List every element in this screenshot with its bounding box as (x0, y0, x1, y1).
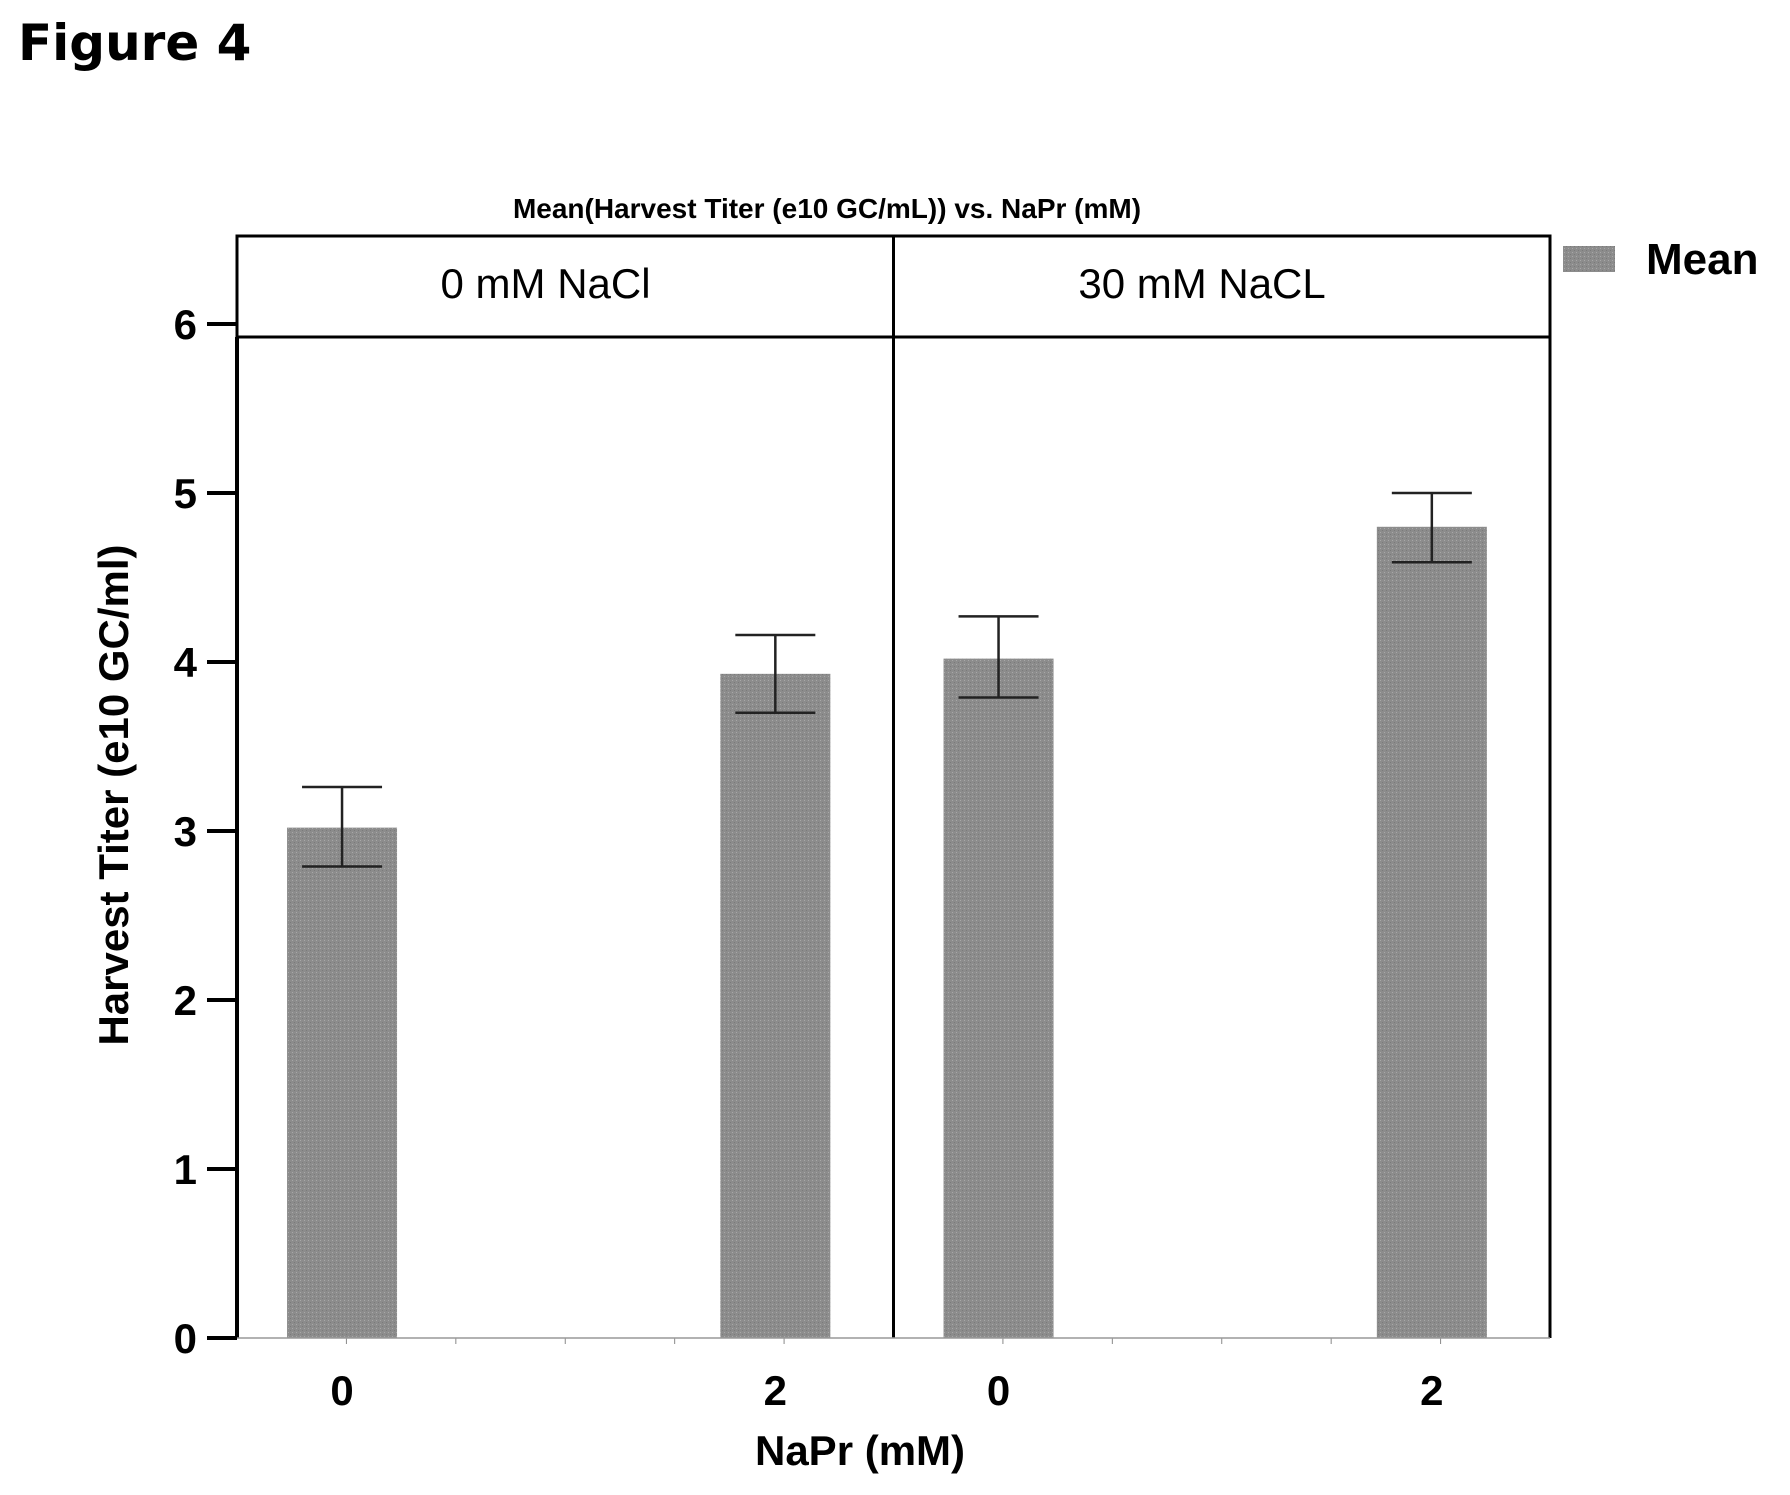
x-tick-label: 0 (987, 1367, 1010, 1414)
bar (1376, 526, 1487, 1338)
y-tick-label: 1 (174, 1146, 197, 1193)
figure-label: Figure 4 (18, 14, 252, 72)
legend-label: Mean (1646, 235, 1758, 284)
y-tick-label: 4 (174, 639, 198, 686)
x-tick-label: 2 (1420, 1367, 1443, 1414)
chart-title: Mean(Harvest Titer (e10 GC/mL)) vs. NaPr… (513, 193, 1141, 224)
y-tick-label: 6 (174, 301, 197, 348)
y-tick-label: 3 (174, 808, 197, 855)
legend-swatch (1563, 246, 1615, 272)
legend: Mean (1563, 235, 1758, 284)
x-tick-label: 0 (330, 1367, 353, 1414)
bar (287, 827, 398, 1338)
bar (943, 658, 1054, 1338)
y-tick-label: 5 (174, 470, 197, 517)
x-tick-label: 2 (764, 1367, 787, 1414)
panel-label: 30 mM NaCL (1078, 260, 1325, 307)
bar (720, 673, 831, 1338)
y-tick-label: 0 (174, 1315, 197, 1362)
panel-label: 0 mM NaCl (441, 260, 651, 307)
x-axis-label: NaPr (mM) (755, 1427, 965, 1474)
y-axis-label: Harvest Titer (e10 GC/ml) (90, 544, 137, 1045)
y-tick-label: 2 (174, 977, 197, 1024)
